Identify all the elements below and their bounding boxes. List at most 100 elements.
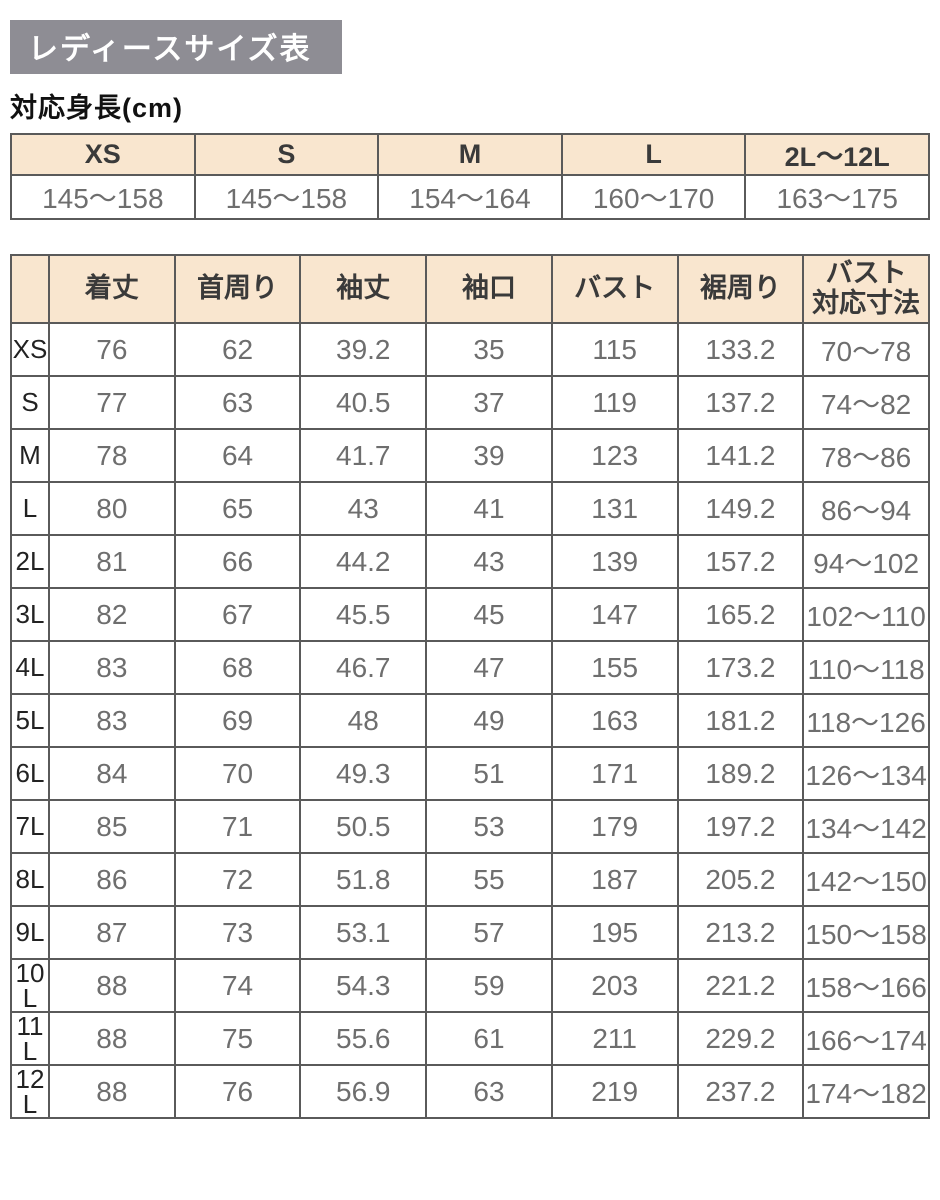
table-row: 4L 83 68 46.7 47 155 173.2 110〜118 [10, 640, 930, 695]
measurement-cell: 43 [299, 481, 428, 536]
measurement-cell: 51 [425, 746, 553, 801]
measurement-cell: 50.5 [299, 799, 428, 854]
size-label-cell: XS [10, 322, 50, 377]
measurement-cell: 195 [550, 905, 679, 960]
height-header-row: XS S M L 2L〜12L [10, 133, 930, 176]
measurement-cell: 72 [173, 852, 302, 907]
measurement-cell: 157.2 [676, 534, 805, 589]
measurement-cell: 87 [48, 905, 176, 960]
measurement-cell: 88 [48, 1011, 176, 1066]
measurement-cell: 70 [173, 746, 302, 801]
measurement-cell: 189.2 [676, 746, 805, 801]
size-col-header: 袖丈 [299, 254, 428, 324]
corner-cell [10, 254, 50, 324]
table-row: 2L 81 66 44.2 43 139 157.2 94〜102 [10, 534, 930, 589]
size-label-cell: 3L [10, 587, 50, 642]
height-value-cell: 160〜170 [560, 174, 747, 220]
measurement-cell: 46.7 [299, 640, 428, 695]
size-label-cell: 7L [10, 799, 50, 854]
measurement-cell: 119 [550, 375, 679, 430]
height-col-header: S [193, 133, 380, 176]
measurement-cell: 174〜182 [802, 1064, 930, 1119]
measurement-cell: 219 [550, 1064, 679, 1119]
measurement-cell: 118〜126 [802, 693, 930, 748]
height-col-header: M [377, 133, 563, 176]
measurement-cell: 74〜82 [802, 375, 930, 430]
size-header-row: 着丈 首周り 袖丈 袖口 バスト 裾周り バスト 対応寸法 [10, 254, 930, 324]
measurement-cell: 49 [425, 693, 553, 748]
measurement-cell: 71 [173, 799, 302, 854]
measurement-cell: 41.7 [299, 428, 428, 483]
measurement-cell: 205.2 [676, 852, 805, 907]
measurement-cell: 131 [550, 481, 679, 536]
measurement-cell: 166〜174 [802, 1011, 930, 1066]
size-col-header: バスト 対応寸法 [802, 254, 930, 324]
table-row: 10L 88 74 54.3 59 203 221.2 158〜166 [10, 958, 930, 1013]
measurement-cell: 126〜134 [802, 746, 930, 801]
size-table: 着丈 首周り 袖丈 袖口 バスト 裾周り バスト 対応寸法 XS 76 62 39.2 35 115 1… [10, 254, 930, 1119]
measurement-cell: 43 [425, 534, 553, 589]
measurement-cell: 70〜78 [802, 322, 930, 377]
size-label-cell: L [10, 481, 50, 536]
height-col-header: 2L〜12L [744, 133, 930, 176]
measurement-cell: 88 [48, 958, 176, 1013]
measurement-cell: 147 [550, 587, 679, 642]
table-row: L 80 65 43 41 131 149.2 86〜94 [10, 481, 930, 536]
measurement-cell: 66 [173, 534, 302, 589]
measurement-cell: 84 [48, 746, 176, 801]
measurement-cell: 197.2 [676, 799, 805, 854]
size-label-cell: 10L [10, 958, 50, 1013]
measurement-cell: 115 [550, 322, 679, 377]
measurement-cell: 55.6 [299, 1011, 428, 1066]
size-col-header: バスト [550, 254, 679, 324]
page: レディースサイズ表 対応身長(cm) XS S M L 2L〜12L 145〜158 14… [10, 20, 930, 1119]
height-value-cell: 145〜158 [10, 174, 196, 220]
measurement-cell: 61 [425, 1011, 553, 1066]
measurement-cell: 187 [550, 852, 679, 907]
measurement-cell: 64 [173, 428, 302, 483]
measurement-cell: 49.3 [299, 746, 428, 801]
measurement-cell: 62 [173, 322, 302, 377]
measurement-cell: 41 [425, 481, 553, 536]
measurement-cell: 171 [550, 746, 679, 801]
size-table-body: XS 76 62 39.2 35 115 133.2 70〜78 S 77 63 40.5 37 119 1… [10, 322, 930, 1119]
measurement-cell: 81 [48, 534, 176, 589]
size-col-header: 裾周り [676, 254, 805, 324]
measurement-cell: 150〜158 [802, 905, 930, 960]
measurement-cell: 44.2 [299, 534, 428, 589]
measurement-cell: 78 [48, 428, 176, 483]
measurement-cell: 165.2 [676, 587, 805, 642]
height-value-cell: 154〜164 [377, 174, 563, 220]
size-label-cell: 5L [10, 693, 50, 748]
measurement-cell: 86〜94 [802, 481, 930, 536]
size-label-cell: 8L [10, 852, 50, 907]
measurement-cell: 68 [173, 640, 302, 695]
measurement-cell: 75 [173, 1011, 302, 1066]
measurement-cell: 83 [48, 640, 176, 695]
size-col-header: 首周り [173, 254, 302, 324]
height-col-header: L [560, 133, 747, 176]
size-label-cell: S [10, 375, 50, 430]
measurement-cell: 78〜86 [802, 428, 930, 483]
measurement-cell: 40.5 [299, 375, 428, 430]
measurement-cell: 63 [425, 1064, 553, 1119]
measurement-cell: 54.3 [299, 958, 428, 1013]
measurement-cell: 63 [173, 375, 302, 430]
measurement-cell: 229.2 [676, 1011, 805, 1066]
measurement-cell: 123 [550, 428, 679, 483]
measurement-cell: 65 [173, 481, 302, 536]
measurement-cell: 141.2 [676, 428, 805, 483]
page-title: レディースサイズ表 [10, 20, 342, 74]
height-table: XS S M L 2L〜12L 145〜158 145〜158 154〜164 160〜170… [10, 133, 930, 220]
table-row: 12L 88 76 56.9 63 219 237.2 174〜182 [10, 1064, 930, 1119]
measurement-cell: 76 [48, 322, 176, 377]
measurement-cell: 67 [173, 587, 302, 642]
measurement-cell: 74 [173, 958, 302, 1013]
size-label-cell: 6L [10, 746, 50, 801]
measurement-cell: 88 [48, 1064, 176, 1119]
measurement-cell: 83 [48, 693, 176, 748]
measurement-cell: 56.9 [299, 1064, 428, 1119]
size-label-cell: 11L [10, 1011, 50, 1066]
measurement-cell: 237.2 [676, 1064, 805, 1119]
height-col-header: XS [10, 133, 196, 176]
